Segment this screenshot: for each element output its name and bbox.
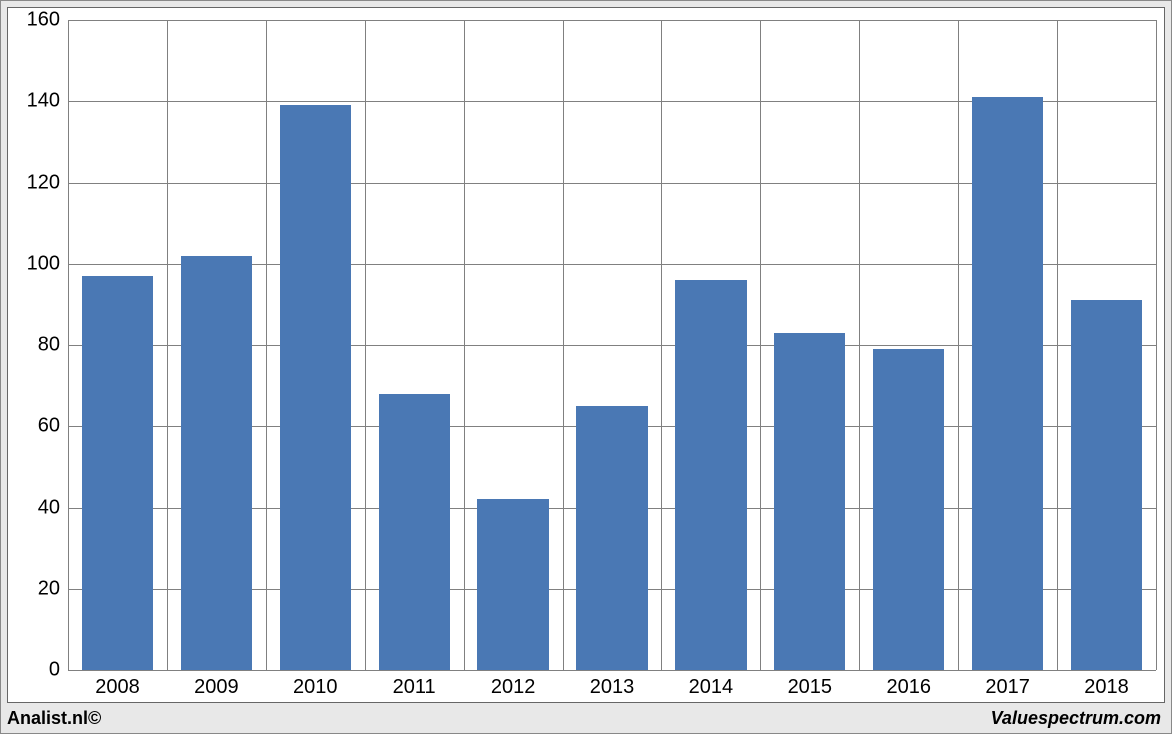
chart-container: 0 20 40 60 80 100 120 140 160 2008 2009 2010 2011 201… xyxy=(0,0,1172,734)
gridline-horizontal xyxy=(68,20,1156,21)
x-axis-tick-label: 2014 xyxy=(689,670,734,699)
x-axis-tick-label: 2017 xyxy=(985,670,1030,699)
bar xyxy=(1071,300,1142,670)
gridline-vertical xyxy=(167,20,168,670)
x-axis-tick-label: 2008 xyxy=(95,670,140,699)
bar xyxy=(82,276,153,670)
chart-inner-panel: 0 20 40 60 80 100 120 140 160 2008 2009 2010 2011 201… xyxy=(7,7,1165,703)
gridline-vertical xyxy=(365,20,366,670)
bar xyxy=(576,406,647,670)
gridline-vertical xyxy=(563,20,564,670)
bar xyxy=(774,333,845,670)
gridline-vertical xyxy=(1057,20,1058,670)
y-axis-tick-label: 120 xyxy=(27,171,68,194)
gridline-vertical xyxy=(464,20,465,670)
bar xyxy=(280,105,351,670)
y-axis-tick-label: 0 xyxy=(49,659,68,682)
footer-credit-left: Analist.nl© xyxy=(7,708,101,729)
bar xyxy=(972,97,1043,670)
bar xyxy=(181,256,252,670)
gridline-vertical xyxy=(958,20,959,670)
gridline-vertical xyxy=(760,20,761,670)
x-axis-tick-label: 2015 xyxy=(788,670,833,699)
y-axis-tick-label: 60 xyxy=(38,415,68,438)
y-axis-tick-label: 100 xyxy=(27,252,68,275)
x-axis-tick-label: 2009 xyxy=(194,670,239,699)
y-axis-tick-label: 20 xyxy=(38,577,68,600)
y-axis-tick-label: 80 xyxy=(38,334,68,357)
gridline-vertical xyxy=(859,20,860,670)
x-axis-tick-label: 2016 xyxy=(886,670,931,699)
gridline-vertical xyxy=(661,20,662,670)
y-axis-tick-label: 40 xyxy=(38,496,68,519)
bar xyxy=(675,280,746,670)
y-axis-tick-label: 160 xyxy=(27,9,68,32)
footer-credit-right: Valuespectrum.com xyxy=(991,708,1161,729)
x-axis-tick-label: 2010 xyxy=(293,670,338,699)
bar xyxy=(379,394,450,670)
plot-area: 0204060801001201401602008200920102011201… xyxy=(68,20,1156,670)
x-axis-tick-label: 2013 xyxy=(590,670,635,699)
x-axis-tick-label: 2018 xyxy=(1084,670,1129,699)
gridline-vertical xyxy=(68,20,69,670)
x-axis-tick-label: 2012 xyxy=(491,670,536,699)
gridline-vertical xyxy=(266,20,267,670)
bar xyxy=(873,349,944,670)
bar xyxy=(477,499,548,670)
y-axis-tick-label: 140 xyxy=(27,90,68,113)
gridline-vertical xyxy=(1156,20,1157,670)
x-axis-tick-label: 2011 xyxy=(393,670,436,699)
